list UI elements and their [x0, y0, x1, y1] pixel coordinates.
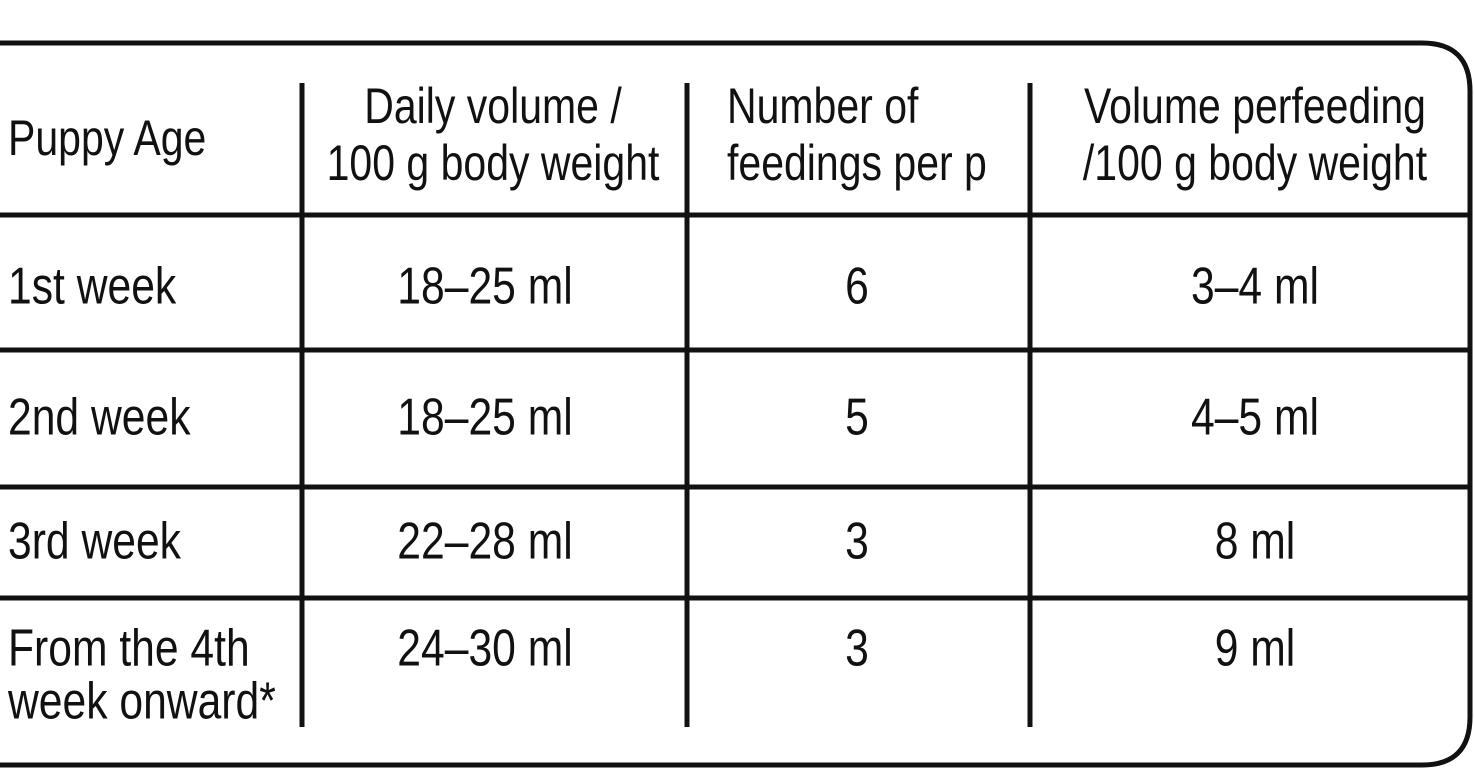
header-cell: Puppy Age	[8, 110, 206, 166]
body-cell: 2nd week	[8, 389, 191, 447]
body-cell: week onward*	[7, 673, 276, 731]
body-cell: 8 ml	[1215, 513, 1296, 571]
body-cell: 3rd week	[8, 513, 181, 571]
body-cell: 4–5 ml	[1191, 389, 1319, 447]
body-cell: 3	[845, 513, 869, 571]
header-cell: feedings per p	[727, 135, 987, 191]
body-cell: 24–30 ml	[397, 620, 572, 678]
body-cell: 3–4 ml	[1191, 258, 1319, 316]
body-cell: 6	[845, 258, 869, 316]
body-cell: 18–25 ml	[397, 389, 572, 447]
body-cell: 3	[845, 620, 869, 678]
body-cell: 22–28 ml	[397, 513, 572, 571]
body-cell: 5	[845, 389, 869, 447]
header-cell: Number of	[727, 78, 919, 134]
body-cell: 1st week	[8, 258, 176, 316]
body-cell: 9 ml	[1215, 620, 1296, 678]
header-cell: /100 g body weight	[1083, 135, 1427, 191]
header-cell: Daily volume /	[364, 78, 622, 134]
header-cell: Volume perfeeding	[1084, 78, 1426, 134]
header-cell: 100 g body weight	[327, 135, 660, 191]
body-cell: From the 4th	[8, 620, 250, 678]
body-cell: 18–25 ml	[397, 258, 572, 316]
table-border	[0, 40, 1473, 768]
table-cells: Puppy Age Daily volume /100 g body weight…	[7, 78, 1427, 730]
